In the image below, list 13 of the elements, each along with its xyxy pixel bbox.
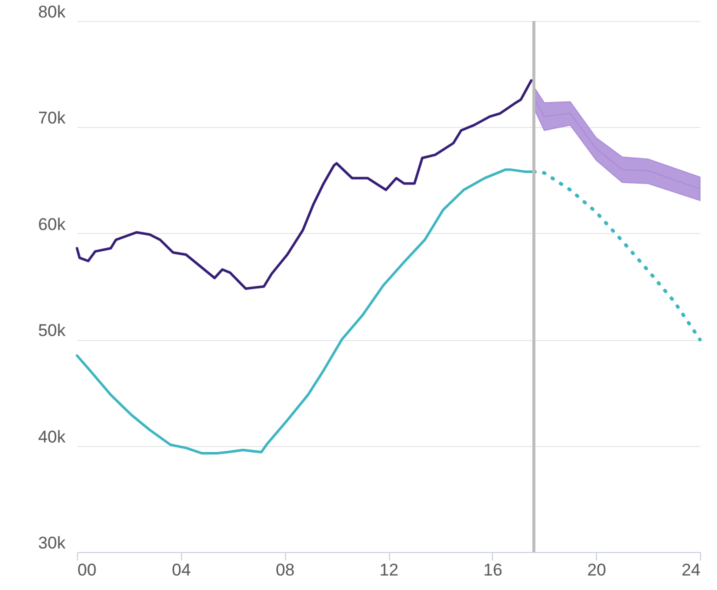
x-tick-label: 12 bbox=[380, 560, 398, 580]
x-tick-label: 08 bbox=[276, 560, 295, 580]
y-tick-label: 60k bbox=[38, 214, 66, 234]
y-tick-label: 40k bbox=[38, 427, 66, 446]
y-tick-label: 80k bbox=[38, 2, 66, 22]
x-tick-label: 00 bbox=[78, 560, 96, 580]
y-tick-label: 30k bbox=[38, 534, 66, 552]
x-tick-label: 04 bbox=[172, 560, 191, 580]
x-tick-label: 16 bbox=[483, 560, 502, 580]
y-tick-label: 50k bbox=[38, 321, 66, 340]
y-tick-label: 70k bbox=[38, 108, 66, 128]
x-tick-label: 20 bbox=[587, 560, 606, 580]
x-tick-label: 24 bbox=[682, 560, 700, 580]
